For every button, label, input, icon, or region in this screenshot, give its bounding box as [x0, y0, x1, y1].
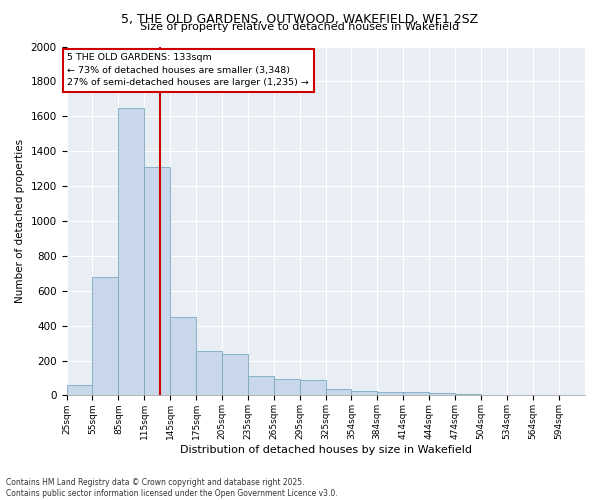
Bar [300, 380, 326, 396]
Bar [326, 390, 351, 396]
Bar [507, 395, 533, 396]
Bar [429, 394, 455, 396]
Bar [196, 351, 223, 396]
Bar [170, 317, 196, 396]
Text: 5, THE OLD GARDENS, OUTWOOD, WAKEFIELD, WF1 2SZ: 5, THE OLD GARDENS, OUTWOOD, WAKEFIELD, … [121, 12, 479, 26]
Bar [145, 167, 170, 396]
X-axis label: Distribution of detached houses by size in Wakefield: Distribution of detached houses by size … [180, 445, 472, 455]
Bar [92, 277, 118, 396]
Bar [223, 354, 248, 396]
Y-axis label: Number of detached properties: Number of detached properties [15, 139, 25, 303]
Bar [351, 390, 377, 396]
Bar [403, 392, 429, 396]
Text: Size of property relative to detached houses in Wakefield: Size of property relative to detached ho… [140, 22, 460, 32]
Bar [455, 394, 481, 396]
Bar [248, 376, 274, 396]
Text: 5 THE OLD GARDENS: 133sqm
← 73% of detached houses are smaller (3,348)
27% of se: 5 THE OLD GARDENS: 133sqm ← 73% of detac… [67, 54, 309, 88]
Bar [274, 379, 300, 396]
Bar [118, 108, 145, 396]
Bar [481, 394, 507, 396]
Text: Contains HM Land Registry data © Crown copyright and database right 2025.
Contai: Contains HM Land Registry data © Crown c… [6, 478, 338, 498]
Bar [67, 385, 92, 396]
Bar [377, 392, 403, 396]
